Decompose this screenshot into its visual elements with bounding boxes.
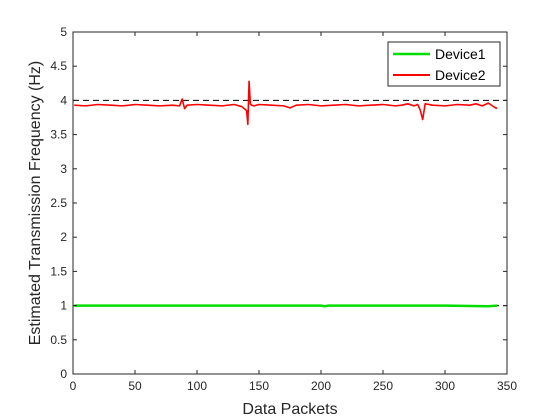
y-tick-label: 1.5 <box>50 264 67 278</box>
series-line-device2 <box>74 80 498 126</box>
x-tick-label: 100 <box>187 379 207 393</box>
y-tick-label: 5 <box>60 25 67 39</box>
y-tick-label: 3 <box>60 162 67 176</box>
y-tick-label: 2.5 <box>50 196 67 210</box>
legend-label-device1: Device1 <box>435 46 486 62</box>
x-axis-label: Data Packets <box>242 401 337 418</box>
y-tick-label: 3.5 <box>50 128 67 142</box>
legend-label-device2: Device2 <box>435 67 486 83</box>
y-tick-label: 1 <box>60 299 67 313</box>
y-axis: 0 0.5 1 1.5 2 2.5 3 3.5 4 4.5 5 <box>50 25 507 381</box>
legend-box <box>387 41 501 87</box>
y-tick-label: 0.5 <box>50 333 67 347</box>
y-tick-label: 4.5 <box>50 59 67 73</box>
legend: Device1 Device2 <box>387 41 501 87</box>
y-axis-label: Estimated Transmission Frequency (Hz) <box>27 61 44 346</box>
x-tick-label: 250 <box>373 379 393 393</box>
x-tick-label: 200 <box>311 379 331 393</box>
y-tick-label: 0 <box>60 367 67 381</box>
y-tick-label: 2 <box>60 230 67 244</box>
x-tick-label: 350 <box>497 379 517 393</box>
series-layer <box>74 80 498 308</box>
x-tick-label: 150 <box>249 379 269 393</box>
series-line-device1 <box>74 304 498 308</box>
x-tick-label: 300 <box>435 379 455 393</box>
x-tick-label: 0 <box>70 379 77 393</box>
plot-area <box>73 32 507 374</box>
y-tick-label: 4 <box>60 93 67 107</box>
x-tick-label: 50 <box>128 379 142 393</box>
x-axis: 0 50 100 150 200 250 300 350 <box>70 32 517 393</box>
